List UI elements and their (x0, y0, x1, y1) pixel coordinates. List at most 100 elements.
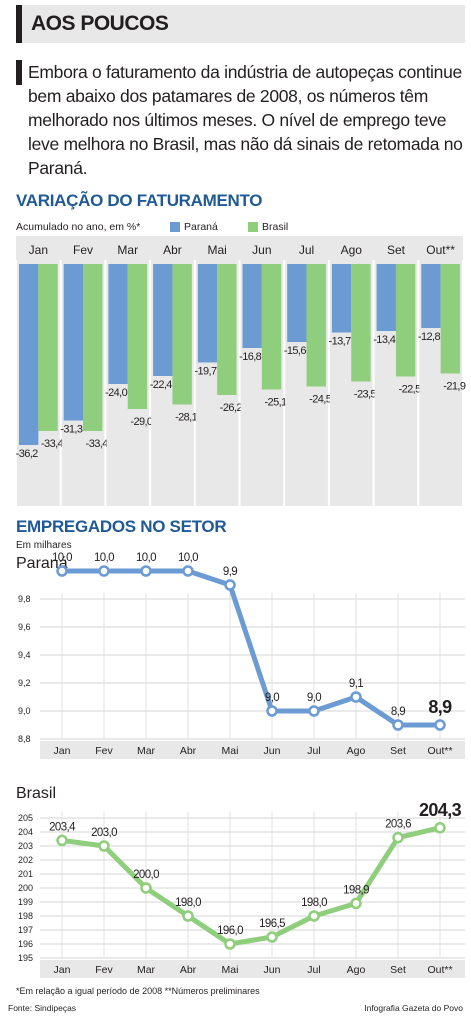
data-point (182, 565, 194, 577)
y-tick-label: 205 (18, 813, 33, 823)
bar-chart: Jan-36,2-33,4Fev-31,3-33,4Mar-24,0-29,0A… (16, 236, 466, 506)
bar-parana (153, 264, 173, 376)
y-tick-label: 9,4 (18, 650, 31, 660)
x-tick-label: Set (390, 964, 406, 976)
bar-chart-title: VARIAÇÃO DO FATURAMENTO (16, 191, 263, 210)
bar-brasil (172, 264, 192, 405)
bar-parana (376, 264, 396, 331)
data-label: 10,0 (52, 552, 72, 564)
parana-line-chart: 9,8 9,6 9,4 9,2 9,0 8,8 Jan Fev Mar Abr Mai Jun Jul A… (18, 552, 465, 759)
y-tick-label: 9,0 (18, 706, 31, 716)
x-tick-label: Set (390, 745, 406, 757)
data-label: 9,1 (349, 678, 363, 690)
y-tick-label: 8,8 (18, 734, 31, 744)
bar-brasil (217, 264, 237, 395)
data-label: 203,4 (49, 821, 76, 833)
bar-category-label: Jun (252, 243, 271, 257)
data-point (434, 822, 446, 834)
brasil-line-chart: 205 204 203 202 201 200 199 198 197 196 195 Jan Fev M… (18, 800, 465, 978)
bar-brasil (83, 264, 103, 431)
legend-label-brasil: Brasil (262, 221, 289, 233)
lead-text: Embora o faturamento da indústria de aut… (28, 62, 463, 178)
data-label: 9,0 (265, 692, 279, 704)
bar-parana (331, 264, 352, 333)
data-label-brasil: -25,1 (264, 397, 287, 409)
data-point (434, 719, 446, 731)
data-label-parana: -13,7 (329, 336, 352, 348)
data-point (56, 565, 68, 577)
x-tick-label: Jun (264, 964, 281, 976)
x-axis-strip (40, 741, 465, 759)
x-tick-label: Jul (307, 964, 320, 976)
bar-brasil (127, 264, 148, 409)
x-tick-label: Ago (347, 964, 366, 976)
bar-category-label: Mai (207, 243, 226, 257)
data-label: 10,0 (94, 552, 114, 564)
y-tick-label: 204 (18, 827, 33, 837)
x-tick-label: Mai (222, 745, 239, 757)
bar-category-label: Abr (163, 243, 182, 257)
line-chart-unit: Em milhares (16, 540, 72, 551)
data-label: 196,5 (259, 918, 285, 930)
data-label-parana: -24,0 (105, 387, 128, 399)
data-point (392, 831, 404, 844)
data-point (98, 565, 110, 577)
data-point (350, 691, 362, 703)
data-label-brasil: -26,2 (220, 402, 243, 414)
data-label-parana: -15,6 (284, 345, 307, 357)
bar-brasil (440, 264, 460, 374)
data-point (224, 938, 236, 950)
x-tick-label: Mar (137, 964, 156, 976)
bar-chart-subtitle: Acumulado no ano, em %* (16, 221, 141, 233)
bar-parana (242, 264, 262, 348)
x-tick-label: Fev (95, 745, 113, 757)
data-label: 196,0 (217, 925, 243, 937)
data-label-brasil: -28,1 (175, 412, 198, 424)
bar-brasil (351, 264, 371, 382)
data-label-parana: -16,8 (239, 351, 262, 363)
data-point (140, 565, 152, 577)
y-tick-label: 203 (18, 841, 33, 851)
y-tick-label: 202 (18, 855, 33, 865)
parana-series-label: Paraná (16, 555, 68, 572)
data-label-brasil: -33,4 (86, 438, 109, 450)
data-label: 10,0 (136, 552, 156, 564)
bar-category-label: Jan (29, 243, 48, 257)
bar-parana (63, 264, 84, 421)
bar-brasil (38, 264, 58, 431)
y-tick-label: 197 (18, 925, 33, 935)
bar-category-label: Out** (426, 243, 455, 257)
data-label-brasil: -24,5 (309, 394, 332, 406)
y-tick-label: 199 (18, 897, 33, 907)
y-tick-label: 195 (18, 953, 33, 963)
data-label: 198,0 (175, 897, 201, 909)
data-point (266, 705, 278, 717)
data-point (98, 840, 110, 852)
data-label: 10,0 (178, 552, 198, 564)
data-label: 9,0 (307, 692, 321, 704)
y-tick-label: 198 (18, 911, 33, 921)
page-title: AOS POUCOS (31, 12, 169, 35)
x-tick-label: Ago (347, 745, 366, 757)
data-label: 203,6 (385, 819, 411, 831)
x-tick-label: Out** (427, 745, 452, 757)
data-point (56, 834, 68, 847)
legend-swatch-parana (170, 222, 180, 232)
bar-parana (287, 264, 307, 342)
data-label: 198,0 (301, 897, 327, 909)
x-tick-label: Jan (54, 745, 71, 757)
bar-category-label: Fev (73, 243, 93, 257)
y-tick-label: 200 (18, 883, 33, 893)
header-bar: AOS POUCOS (16, 5, 465, 43)
data-label-parana: -36,2 (16, 448, 39, 460)
data-point (392, 719, 404, 731)
data-label-parana: -31,3 (60, 424, 83, 436)
x-tick-label: Abr (180, 745, 197, 757)
data-label-brasil: -23,5 (354, 389, 377, 401)
bar-brasil (306, 264, 326, 387)
lead-marker (16, 60, 22, 85)
data-label-parana: -12,8 (418, 331, 441, 343)
bar-parana (108, 264, 128, 384)
data-label-brasil: -29,0 (130, 416, 153, 428)
bar-brasil (395, 264, 416, 377)
